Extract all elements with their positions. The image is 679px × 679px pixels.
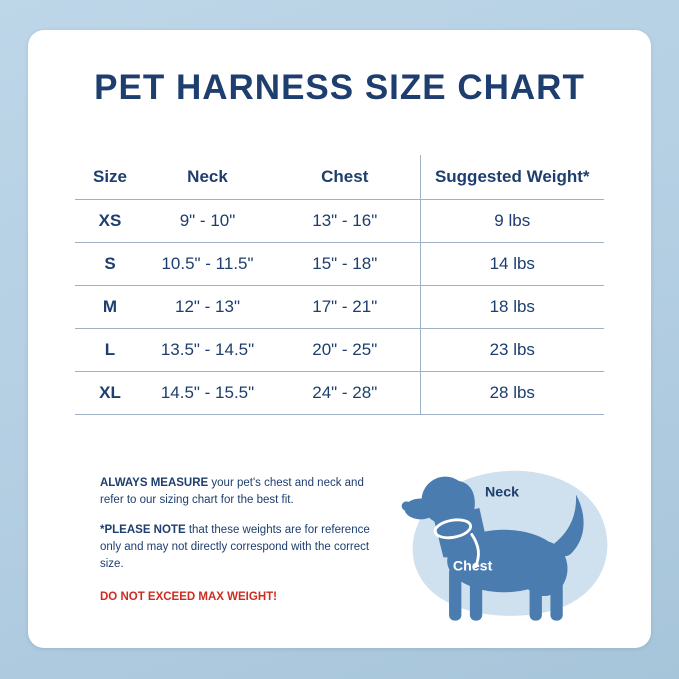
cell-neck: 14.5" - 15.5" [145, 371, 270, 415]
cell-size: L [75, 328, 145, 372]
cell-chest: 17" - 21" [270, 285, 420, 329]
table-row: M 12" - 13" 17" - 21" 18 lbs [75, 285, 604, 329]
cell-size: XL [75, 371, 145, 415]
cell-chest: 20" - 25" [270, 328, 420, 372]
cell-size: XS [75, 199, 145, 243]
page-title: PET HARNESS SIZE CHART [94, 68, 585, 107]
table-row: XL 14.5" - 15.5" 24" - 28" 28 lbs [75, 371, 604, 415]
table-row: XS 9" - 10" 13" - 16" 9 lbs [75, 199, 604, 243]
note-reference-bold: *PLEASE NOTE [100, 524, 186, 536]
column-header-chest: Chest [270, 155, 420, 200]
cell-weight: 9 lbs [419, 199, 604, 243]
cell-neck: 10.5" - 11.5" [145, 242, 270, 286]
cell-neck: 9" - 10" [145, 199, 270, 243]
cell-chest: 15" - 18" [270, 242, 420, 286]
size-chart-card: PET HARNESS SIZE CHART Size Neck Chest S… [28, 30, 651, 648]
dog-silhouette [401, 476, 584, 621]
note-measure-text: your pet's chest and neck and refer to o… [100, 477, 364, 506]
cell-chest: 13" - 16" [270, 199, 420, 243]
column-header-size: Size [75, 155, 145, 200]
note-reference: *PLEASE NOTE that these weights are for … [100, 522, 385, 573]
neck-label: Neck [485, 485, 519, 501]
cell-weight: 23 lbs [419, 328, 604, 372]
cell-neck: 13.5" - 14.5" [145, 328, 270, 372]
table-row: S 10.5" - 11.5" 15" - 18" 14 lbs [75, 242, 604, 286]
column-header-weight: Suggested Weight* [419, 155, 604, 200]
note-measure: ALWAYS MEASURE your pet's chest and neck… [100, 475, 385, 509]
dog-illustration-svg: Neck Chest [401, 470, 608, 621]
note-measure-bold: ALWAYS MEASURE [100, 477, 209, 489]
neck-harness-loop [433, 518, 473, 540]
cell-weight: 28 lbs [419, 371, 604, 415]
cell-chest: 24" - 28" [270, 371, 420, 415]
chest-strap-line [470, 533, 480, 569]
cell-weight: 18 lbs [419, 285, 604, 329]
size-chart-table: Size Neck Chest Suggested Weight* XS 9" … [75, 155, 604, 415]
chest-label: Chest [453, 558, 493, 574]
column-header-neck: Neck [145, 155, 270, 200]
table-row: L 13.5" - 14.5" 20" - 25" 23 lbs [75, 328, 604, 372]
note-reference-text: that these weights are for reference onl… [100, 524, 370, 570]
table-header-row: Size Neck Chest Suggested Weight* [75, 155, 604, 200]
max-weight-warning: DO NOT EXCEED MAX WEIGHT! [100, 591, 277, 603]
footer-section: ALWAYS MEASURE your pet's chest and neck… [28, 455, 651, 633]
cell-neck: 12" - 13" [145, 285, 270, 329]
cell-weight: 14 lbs [419, 242, 604, 286]
dog-illustration: Neck Chest [385, 453, 623, 633]
cell-size: S [75, 242, 145, 286]
measurement-notes: ALWAYS MEASURE your pet's chest and neck… [100, 475, 385, 619]
cell-size: M [75, 285, 145, 329]
